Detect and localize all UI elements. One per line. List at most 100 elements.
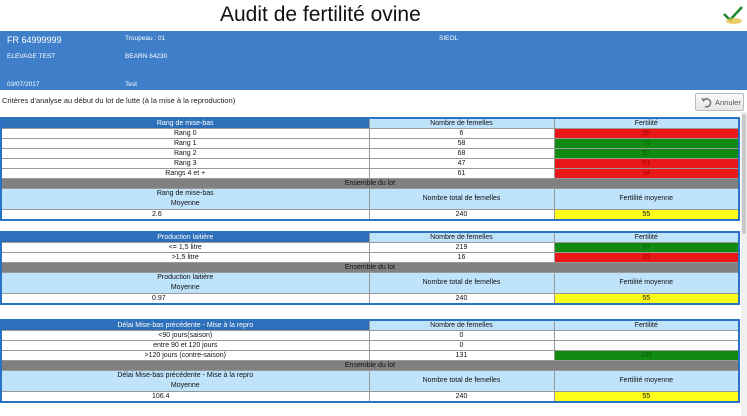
row-label: Rang 2 (0, 148, 370, 159)
summary-criterion-label: Production laitière Moyenne (0, 272, 370, 294)
row-count: 68 (368, 148, 555, 159)
row-fertility (553, 340, 740, 351)
summary-values-row: 2.6 240 55 (0, 209, 740, 221)
summary-label-line-1: Rang de mise-bas (156, 190, 214, 197)
farm-header: FR 64999999 Troupeau : 01 SIEOL ELEVAGE … (0, 31, 747, 90)
table-row: Rang 1 58 76 (0, 138, 740, 149)
table-row: >1,5 litre 16 25 (0, 252, 740, 263)
row-count: 6 (368, 128, 555, 139)
summary-label-line-1: Délai Mise-bas précédente - Mise à la re… (117, 372, 254, 379)
row-fertility: 34 (553, 168, 740, 179)
summary-criterion-label: Délai Mise-bas précédente - Mise à la re… (0, 370, 370, 392)
summary-mean: 2.6 (0, 209, 370, 221)
summary-fertility-header: Fertilité moyenne (553, 272, 740, 294)
summary-total-header: Nombre total de femelles (368, 272, 555, 294)
row-label: Rangs 4 et + (0, 168, 370, 179)
fertility-header: Fertilité (553, 319, 740, 331)
location-label: BEARN 64230 (125, 53, 168, 60)
summary-mean: 0.97 (0, 293, 370, 305)
table-header-row: Délai Mise-bas précédente - Mise à la re… (0, 319, 740, 331)
row-count: 61 (368, 168, 555, 179)
vertical-scrollbar[interactable] (741, 112, 747, 416)
row-label: Rang 1 (0, 138, 370, 149)
organization-label: SIEOL (439, 35, 459, 42)
test-label: Test (125, 81, 137, 88)
ensemble-row: Ensemble du lot (0, 262, 740, 273)
ensemble-label: Ensemble du lot (0, 178, 740, 189)
row-fertility (553, 330, 740, 341)
row-fertility: 57 (553, 148, 740, 159)
row-fertility: 25 (553, 252, 740, 263)
undo-icon (701, 98, 712, 108)
summary-fertility: 55 (553, 293, 740, 305)
ensemble-label: Ensemble du lot (0, 262, 740, 273)
row-label: Rang 3 (0, 158, 370, 169)
criterion-header: Production laitière (0, 231, 370, 243)
row-label: >1,5 litre (0, 252, 370, 263)
fertility-header: Fertilité (553, 231, 740, 243)
results-scroll-area[interactable]: Rang de mise-bas Nombre de femelles Fertil… (0, 112, 747, 416)
table-row: entre 90 et 120 jours 0 (0, 340, 740, 351)
table-row: >120 jours (contre-saison) 131 100 (0, 350, 740, 361)
summary-total: 240 (368, 293, 555, 305)
summary-fertility-header: Fertilité moyenne (553, 188, 740, 210)
page-title: Audit de fertilité ovine (220, 3, 421, 26)
criteria-text: Critères d'analyse au début du lot de lu… (2, 96, 236, 105)
table-row: Rang 3 47 51 (0, 158, 740, 169)
row-fertility: 57 (553, 242, 740, 253)
summary-total: 240 (368, 391, 555, 403)
criterion-header: Rang de mise-bas (0, 117, 370, 129)
summary-total-header: Nombre total de femelles (368, 370, 555, 392)
count-header: Nombre de femelles (368, 117, 555, 129)
summary-fertility: 55 (553, 209, 740, 221)
row-label: Rang 0 (0, 128, 370, 139)
table-row: Rang 2 68 57 (0, 148, 740, 159)
row-fertility: 51 (553, 158, 740, 169)
summary-fertility-header: Fertilité moyenne (553, 370, 740, 392)
table-row: <= 1,5 litre 219 57 (0, 242, 740, 253)
summary-header-row: Délai Mise-bas précédente - Mise à la re… (0, 370, 740, 392)
checkmark-logo-icon (723, 6, 743, 24)
table-header-row: Production laitière Nombre de femelles Fer… (0, 231, 740, 243)
row-count: 58 (368, 138, 555, 149)
summary-fertility: 55 (553, 391, 740, 403)
criterion-header: Délai Mise-bas précédente - Mise à la re… (0, 319, 370, 331)
table-row: Rangs 4 et +61 34 (0, 168, 740, 179)
row-fertility: 100 (553, 350, 740, 361)
row-count: 0 (368, 330, 555, 341)
fertility-header: Fertilité (553, 117, 740, 129)
summary-total: 240 (368, 209, 555, 221)
count-header: Nombre de femelles (368, 231, 555, 243)
row-count: 131 (368, 350, 555, 361)
summary-header-row: Production laitière Moyenne Nombre total d… (0, 272, 740, 294)
row-label: <90 jours(saison) (0, 330, 370, 341)
row-fertility: 50 (553, 128, 740, 139)
title-bar: Audit de fertilité ovine (0, 0, 747, 31)
row-count: 47 (368, 158, 555, 169)
row-label: >120 jours (contre-saison) (0, 350, 370, 361)
audit-date: 03/07/2017 (7, 81, 40, 88)
summary-mean: 106.4 (0, 391, 370, 403)
fertility-table-3: Délai Mise-bas précédente - Mise à la re… (0, 319, 740, 403)
table-header-row: Rang de mise-bas Nombre de femelles Fertil… (0, 117, 740, 129)
troupeau-label: Troupeau : 01 (125, 35, 166, 42)
row-count: 0 (368, 340, 555, 351)
annuler-button[interactable]: Annuler (695, 93, 744, 111)
summary-label-line-1: Production laitière (157, 274, 214, 281)
summary-label-line-2: Moyenne (170, 382, 200, 389)
summary-label-line-2: Moyenne (170, 284, 200, 291)
summary-header-row: Rang de mise-bas Moyenne Nombre total de f… (0, 188, 740, 210)
summary-label-line-2: Moyenne (170, 200, 200, 207)
table-row: <90 jours(saison) 0 (0, 330, 740, 341)
ensemble-row: Ensemble du lot (0, 360, 740, 371)
row-count: 16 (368, 252, 555, 263)
fertility-table-2: Production laitière Nombre de femelles Fer… (0, 231, 740, 305)
summary-total-header: Nombre total de femelles (368, 188, 555, 210)
summary-values-row: 0.97 240 55 (0, 293, 740, 305)
table-row: Rang 0 6 50 (0, 128, 740, 139)
fertility-table-1: Rang de mise-bas Nombre de femelles Fertil… (0, 117, 740, 221)
scrollbar-thumb[interactable] (742, 114, 746, 234)
annuler-label: Annuler (715, 98, 741, 107)
count-header: Nombre de femelles (368, 319, 555, 331)
summary-values-row: 106.4 240 55 (0, 391, 740, 403)
